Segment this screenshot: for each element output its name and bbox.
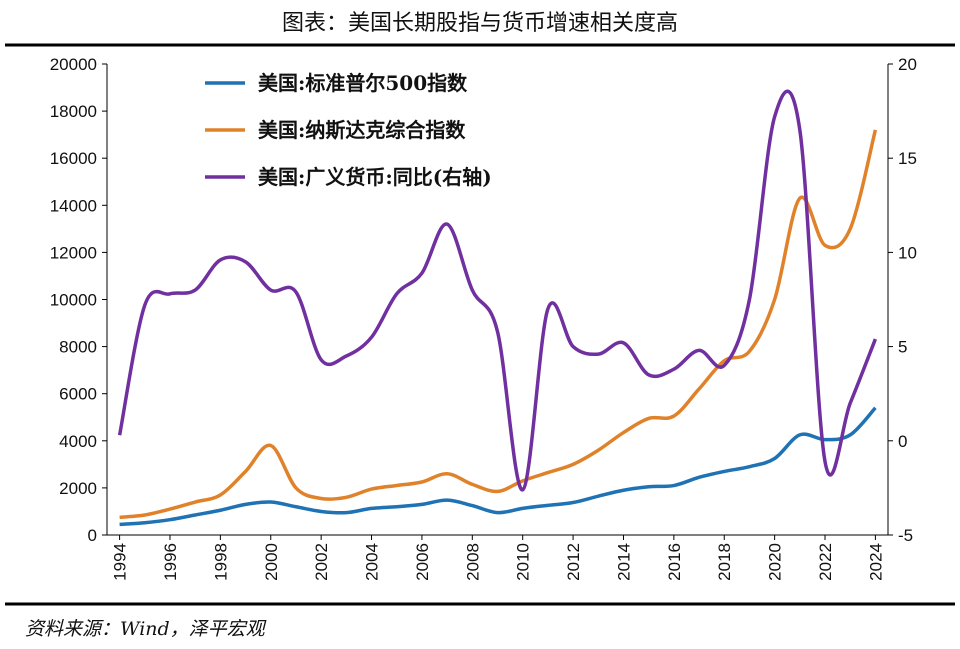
y-tick-label: 0	[88, 526, 97, 545]
x-tick-label: 2014	[614, 543, 633, 581]
legend-label: 美国:纳斯达克综合指数	[258, 118, 466, 142]
x-tick-label: 2022	[816, 543, 835, 581]
series-line	[117, 89, 878, 492]
y-tick-label: 2000	[59, 479, 97, 498]
x-tick-label: 2002	[312, 543, 331, 581]
y-tick-label: 16000	[50, 149, 97, 168]
series-line	[119, 129, 878, 520]
series-line	[119, 406, 877, 527]
x-tick-label: 2008	[463, 543, 482, 581]
y-tick-label: 20000	[50, 55, 97, 74]
y-tick-label: 6000	[59, 385, 97, 404]
x-tick-label: 2020	[766, 543, 785, 581]
x-tick-label: 2010	[514, 543, 533, 581]
x-tick-label: 2000	[262, 543, 281, 581]
y2-tick-label: 5	[898, 338, 907, 357]
y2-tick-label: 10	[898, 243, 917, 262]
x-tick-label: 2006	[413, 543, 432, 581]
y-tick-label: 10000	[50, 291, 97, 310]
y2-tick-label: -5	[898, 526, 913, 545]
y2-tick-label: 0	[898, 432, 907, 451]
x-tick-label: 1998	[211, 543, 230, 581]
x-tick-label: 2004	[363, 543, 382, 581]
x-tick-label: 1994	[111, 543, 130, 581]
x-tick-label: 2024	[866, 543, 885, 581]
y2-tick-label: 20	[898, 55, 917, 74]
y-tick-label: 12000	[50, 243, 97, 262]
y-tick-label: 4000	[59, 432, 97, 451]
x-tick-label: 2012	[564, 543, 583, 581]
source: 资料来源：Wind，泽平宏观	[25, 618, 267, 640]
legend-label: 美国:标准普尔500指数	[258, 71, 468, 95]
y-tick-label: 8000	[59, 338, 97, 357]
y2-tick-label: 15	[898, 149, 917, 168]
chart-title: 图表：美国长期股指与货币增速相关度高	[282, 11, 678, 36]
y-tick-label: 18000	[50, 102, 97, 121]
y-tick-label: 14000	[50, 196, 97, 215]
x-tick-label: 1996	[161, 543, 180, 581]
legend-label: 美国:广义货币:同比(右轴)	[258, 165, 492, 189]
x-tick-label: 2018	[715, 543, 734, 581]
x-tick-label: 2016	[665, 543, 684, 581]
